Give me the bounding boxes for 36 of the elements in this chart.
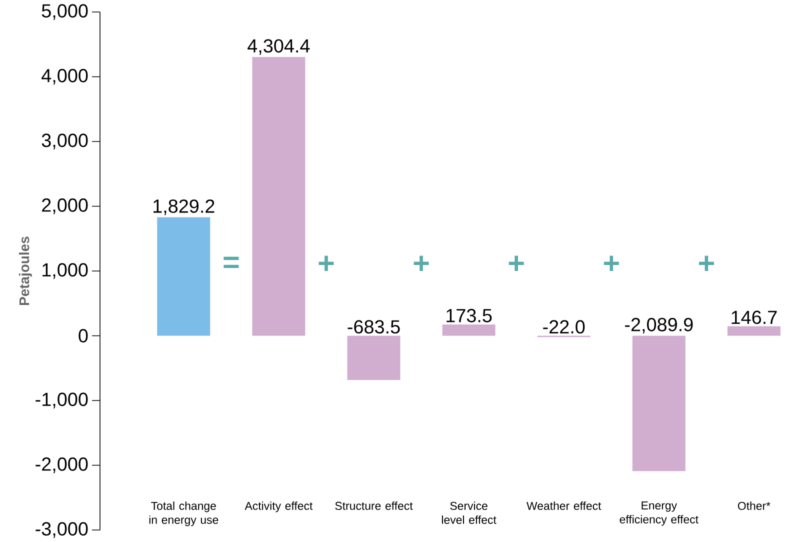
y-tick-label: -1,000 — [36, 392, 88, 408]
y-axis-title: Petajoules — [18, 236, 32, 305]
data-label: 4,304.4 — [248, 39, 310, 55]
data-label: 173.5 — [446, 308, 492, 322]
y-tick-label: 1,000 — [42, 263, 88, 279]
bar — [727, 326, 780, 336]
x-tick-label: Weather effect — [526, 502, 602, 510]
x-tick-label: Activity effect — [244, 502, 313, 512]
y-tick-label: 3,000 — [42, 134, 88, 150]
x-tick-label: Service level effect — [442, 502, 496, 524]
data-label: 146.7 — [732, 310, 777, 324]
y-tick-label: 0 — [78, 329, 88, 342]
annotation: + — [604, 256, 619, 271]
bar — [347, 336, 400, 380]
bar — [252, 57, 306, 336]
y-tick-label: 2,000 — [42, 198, 88, 214]
data-label: 1,829.2 — [154, 199, 214, 216]
y-tick-label: -2,000 — [36, 457, 88, 474]
data-label: -22.0 — [543, 320, 585, 334]
annotation: + — [318, 256, 334, 271]
data-label: -2,089.9 — [625, 318, 693, 334]
data-label: -683.5 — [348, 320, 400, 334]
bar — [442, 324, 496, 336]
y-tick-label: -3,000 — [36, 522, 88, 538]
annotation: + — [414, 256, 429, 271]
y-tick-label: 5,000 — [42, 4, 88, 20]
x-tick-label: Energy efficiency effect — [620, 502, 698, 526]
x-tick-label: Total change in energy use — [149, 502, 218, 526]
x-tick-label: Other* — [738, 502, 770, 510]
annotation: = — [224, 256, 239, 268]
annotation: + — [508, 256, 524, 271]
x-tick-label: Structure effect — [335, 502, 413, 510]
bar — [632, 336, 686, 472]
annotation: + — [698, 256, 714, 271]
y-tick-label: 4,000 — [42, 68, 88, 85]
bar — [157, 217, 210, 336]
